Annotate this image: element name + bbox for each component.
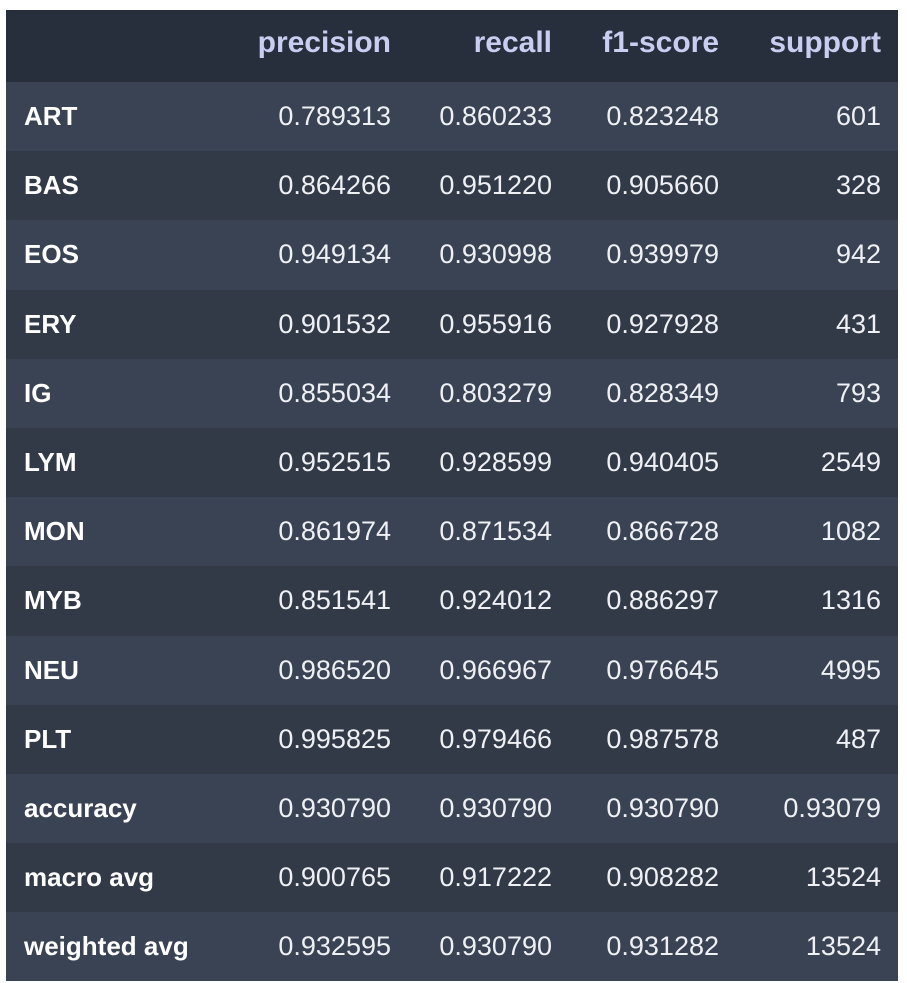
precision-cell: 0.995825 — [278, 723, 391, 754]
classification-report-frame: precision recall f1-score support ART 0.7… — [6, 10, 898, 982]
precision-cell: 0.949134 — [278, 239, 391, 270]
recall-cell: 0.924012 — [439, 585, 552, 616]
support-cell: 13524 — [805, 862, 881, 893]
table-row: NEU 0.986520 0.966967 0.976645 4995 — [6, 635, 898, 705]
support-cell: 0.93079 — [783, 792, 881, 823]
column-header-support: support — [769, 26, 881, 59]
table-row: macro avg 0.900765 0.917222 0.908282 13524 — [6, 843, 898, 913]
row-label: PLT — [24, 723, 72, 754]
support-cell: 1082 — [820, 516, 881, 547]
row-label: macro avg — [24, 862, 155, 893]
column-header-precision: precision — [257, 26, 391, 59]
precision-cell: 0.789313 — [278, 101, 391, 132]
precision-cell: 0.861974 — [278, 516, 391, 547]
row-label: EOS — [24, 239, 79, 270]
support-cell: 793 — [835, 377, 881, 408]
precision-cell: 0.952515 — [278, 447, 391, 478]
classification-report-table: precision recall f1-score support ART 0.7… — [6, 10, 898, 982]
recall-cell: 0.951220 — [439, 170, 552, 201]
table-row: LYM 0.952515 0.928599 0.940405 2549 — [6, 427, 898, 498]
table-header: precision recall f1-score support — [6, 10, 898, 82]
row-label: ERY — [24, 308, 77, 339]
recall-cell: 0.860233 — [439, 101, 552, 132]
table-row: BAS 0.864266 0.951220 0.905660 328 — [6, 151, 898, 221]
support-cell: 13524 — [805, 931, 881, 962]
recall-cell: 0.871534 — [439, 516, 552, 547]
table-row: weighted avg 0.932595 0.930790 0.931282 1352… — [6, 912, 898, 982]
f1-score-cell: 0.930790 — [606, 792, 719, 823]
support-cell: 487 — [835, 723, 881, 754]
table-row: ART 0.789313 0.860233 0.823248 601 — [6, 82, 898, 152]
f1-score-cell: 0.927928 — [606, 308, 719, 339]
row-label: BAS — [24, 170, 79, 201]
header-row: precision recall f1-score support — [6, 10, 898, 82]
table-row: MYB 0.851541 0.924012 0.886297 1316 — [6, 566, 898, 636]
f1-score-cell: 0.931282 — [606, 931, 719, 962]
row-label: accuracy — [24, 792, 137, 823]
precision-cell: 0.855034 — [278, 377, 391, 408]
row-label: MYB — [24, 585, 82, 616]
support-cell: 942 — [835, 239, 881, 270]
f1-score-cell: 0.905660 — [606, 170, 719, 201]
f1-score-cell: 0.823248 — [606, 101, 719, 132]
recall-cell: 0.979466 — [439, 723, 552, 754]
recall-cell: 0.930790 — [439, 792, 552, 823]
precision-cell: 0.900765 — [278, 862, 391, 893]
row-label: MON — [24, 516, 85, 547]
column-header-recall: recall — [473, 26, 552, 59]
support-cell: 4995 — [820, 654, 881, 685]
precision-cell: 0.932595 — [278, 931, 391, 962]
precision-cell: 0.986520 — [278, 654, 391, 685]
precision-cell: 0.930790 — [278, 792, 391, 823]
column-header-f1-score: f1-score — [602, 26, 719, 59]
recall-cell: 0.930790 — [439, 931, 552, 962]
f1-score-cell: 0.866728 — [606, 516, 719, 547]
table-row: ERY 0.901532 0.955916 0.927928 431 — [6, 289, 898, 359]
support-cell: 1316 — [820, 585, 881, 616]
f1-score-cell: 0.886297 — [606, 585, 719, 616]
table-row: IG 0.855034 0.803279 0.828349 793 — [6, 358, 898, 428]
support-cell: 2549 — [820, 447, 881, 478]
header-corner — [6, 10, 218, 82]
row-label: ART — [24, 101, 78, 132]
precision-cell: 0.851541 — [278, 585, 391, 616]
f1-score-cell: 0.976645 — [606, 654, 719, 685]
f1-score-cell: 0.939979 — [606, 239, 719, 270]
f1-score-cell: 0.908282 — [606, 862, 719, 893]
recall-cell: 0.966967 — [439, 654, 552, 685]
recall-cell: 0.955916 — [439, 308, 552, 339]
recall-cell: 0.917222 — [439, 862, 552, 893]
f1-score-cell: 0.987578 — [606, 723, 719, 754]
support-cell: 328 — [835, 170, 881, 201]
table-row: EOS 0.949134 0.930998 0.939979 942 — [6, 220, 898, 290]
table-row: accuracy 0.930790 0.930790 0.930790 0.93079 — [6, 773, 898, 844]
row-label: NEU — [24, 654, 79, 685]
precision-cell: 0.901532 — [278, 308, 391, 339]
support-cell: 601 — [835, 101, 881, 132]
row-label: LYM — [24, 447, 77, 478]
support-cell: 431 — [835, 308, 881, 339]
precision-cell: 0.864266 — [278, 170, 391, 201]
recall-cell: 0.803279 — [439, 377, 552, 408]
recall-cell: 0.928599 — [439, 447, 552, 478]
recall-cell: 0.930998 — [439, 239, 552, 270]
table-body: ART 0.789313 0.860233 0.823248 601 BAS 0.86426… — [6, 82, 898, 982]
row-label: IG — [24, 377, 52, 408]
table-row: MON 0.861974 0.871534 0.866728 1082 — [6, 497, 898, 567]
f1-score-cell: 0.828349 — [606, 377, 719, 408]
table-row: PLT 0.995825 0.979466 0.987578 487 — [6, 704, 898, 774]
row-label: weighted avg — [24, 931, 189, 962]
f1-score-cell: 0.940405 — [606, 447, 719, 478]
